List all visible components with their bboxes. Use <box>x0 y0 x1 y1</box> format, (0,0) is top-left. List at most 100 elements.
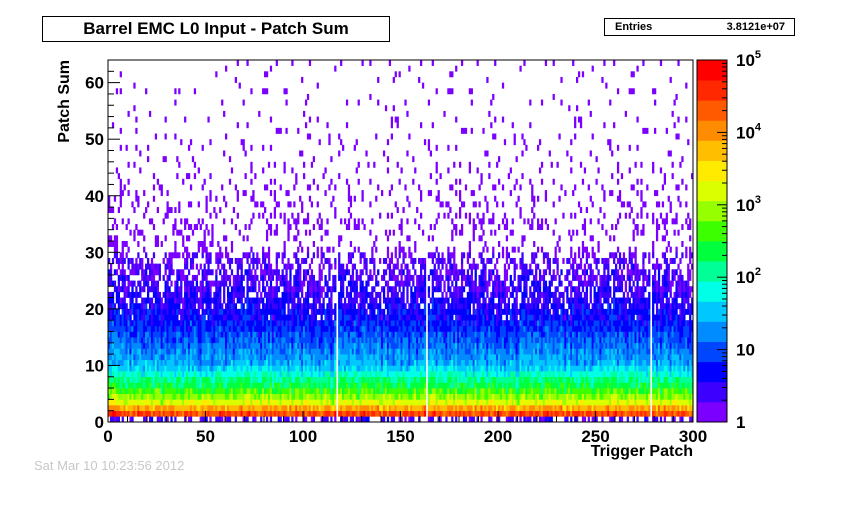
heatmap-cell <box>150 320 154 327</box>
heatmap-cell <box>236 263 239 270</box>
heatmap-cell <box>145 308 148 315</box>
heatmap-cell <box>431 325 434 332</box>
heatmap-cell <box>338 365 341 372</box>
heatmap-cell <box>131 269 134 276</box>
heatmap-cell <box>345 348 349 355</box>
heatmap-cell <box>355 410 358 417</box>
heatmap-cell <box>328 303 331 310</box>
heatmap-cell <box>404 388 407 395</box>
heatmap-cell <box>201 376 204 383</box>
heatmap-cell <box>418 76 421 83</box>
heatmap-cell <box>421 229 425 236</box>
heatmap-cell <box>379 331 382 338</box>
heatmap-cell <box>135 320 138 327</box>
heatmap-cell <box>254 173 257 180</box>
heatmap-cell <box>347 342 351 349</box>
heatmap-cell <box>172 359 175 366</box>
heatmap-cell <box>314 337 317 344</box>
heatmap-cell <box>145 325 148 332</box>
heatmap-cell <box>388 371 392 378</box>
heatmap-cell <box>429 325 432 332</box>
heatmap-cell <box>308 286 312 293</box>
heatmap-cell <box>340 291 343 298</box>
heatmap-cell <box>371 399 374 406</box>
heatmap-cell <box>236 376 239 383</box>
heatmap-cell <box>119 337 122 344</box>
heatmap-cell <box>111 308 115 315</box>
heatmap-cell <box>265 331 269 338</box>
heatmap-cell <box>365 354 368 361</box>
heatmap-cell <box>269 178 273 185</box>
heatmap-cell <box>427 99 431 106</box>
heatmap-cell <box>375 280 378 287</box>
heatmap-cell <box>189 348 193 355</box>
heatmap-cell <box>115 354 119 361</box>
heatmap-cell <box>262 274 265 281</box>
heatmap-cell <box>113 410 117 417</box>
heatmap-cell <box>160 303 163 310</box>
heatmap-cell <box>379 388 382 395</box>
heatmap-cell <box>322 359 325 366</box>
heatmap-cell <box>340 399 343 406</box>
heatmap-cell <box>238 337 241 344</box>
heatmap-cell <box>408 405 411 411</box>
heatmap-cell <box>260 308 263 315</box>
heatmap-cell <box>256 303 259 310</box>
heatmap-cell <box>219 246 222 253</box>
heatmap-cell <box>195 354 198 361</box>
heatmap-cell <box>186 354 189 361</box>
heatmap-cell <box>406 365 409 372</box>
heatmap-cell <box>365 150 368 157</box>
heatmap-cell <box>437 416 440 423</box>
heatmap-cell <box>340 342 343 349</box>
heatmap-cell <box>340 405 343 411</box>
heatmap-cell <box>143 382 146 389</box>
heatmap-cell <box>228 337 232 344</box>
heatmap-cell <box>264 371 267 378</box>
heatmap-cell <box>131 286 134 293</box>
heatmap-cell <box>281 320 284 327</box>
heatmap-cell <box>382 150 386 157</box>
heatmap-cell <box>355 365 358 372</box>
heatmap-cell <box>127 110 130 117</box>
heatmap-cell <box>115 291 119 298</box>
heatmap-cell <box>441 325 444 332</box>
heatmap-cell <box>289 291 292 298</box>
heatmap-cell <box>322 286 325 293</box>
heatmap-cell <box>347 331 351 338</box>
heatmap-cell <box>326 308 329 315</box>
heatmap-cell <box>168 320 171 327</box>
heatmap-cell <box>412 365 415 372</box>
heatmap-cell <box>326 257 329 264</box>
heatmap-cell <box>273 269 276 276</box>
heatmap-cell <box>295 354 298 361</box>
heatmap-cell <box>156 286 159 293</box>
heatmap-cell <box>289 320 292 327</box>
heatmap-cell <box>283 218 286 225</box>
heatmap-cell <box>369 393 372 400</box>
heatmap-cell <box>299 365 302 372</box>
heatmap-cell <box>392 105 395 112</box>
heatmap-cell <box>340 348 343 355</box>
heatmap-cell <box>180 371 183 378</box>
heatmap-cell <box>324 393 327 400</box>
heatmap-cell <box>369 331 372 338</box>
heatmap-cell <box>228 348 232 355</box>
heatmap-cell <box>152 348 156 355</box>
heatmap-cell <box>187 388 191 395</box>
heatmap-cell <box>269 337 273 344</box>
heatmap-cell <box>416 325 419 332</box>
heatmap-cell <box>353 308 356 315</box>
heatmap-cell <box>357 325 360 332</box>
heatmap-cell <box>267 342 271 349</box>
heatmap-cell <box>359 291 362 298</box>
heatmap-cell <box>320 393 323 400</box>
heatmap-cell <box>398 410 401 417</box>
heatmap-cell <box>310 416 314 423</box>
heatmap-cell <box>289 382 292 389</box>
heatmap-cell <box>135 371 138 378</box>
heatmap-cell <box>273 354 276 361</box>
heatmap-cell <box>170 207 173 214</box>
heatmap-cell <box>427 331 431 338</box>
heatmap-cell <box>262 314 265 321</box>
